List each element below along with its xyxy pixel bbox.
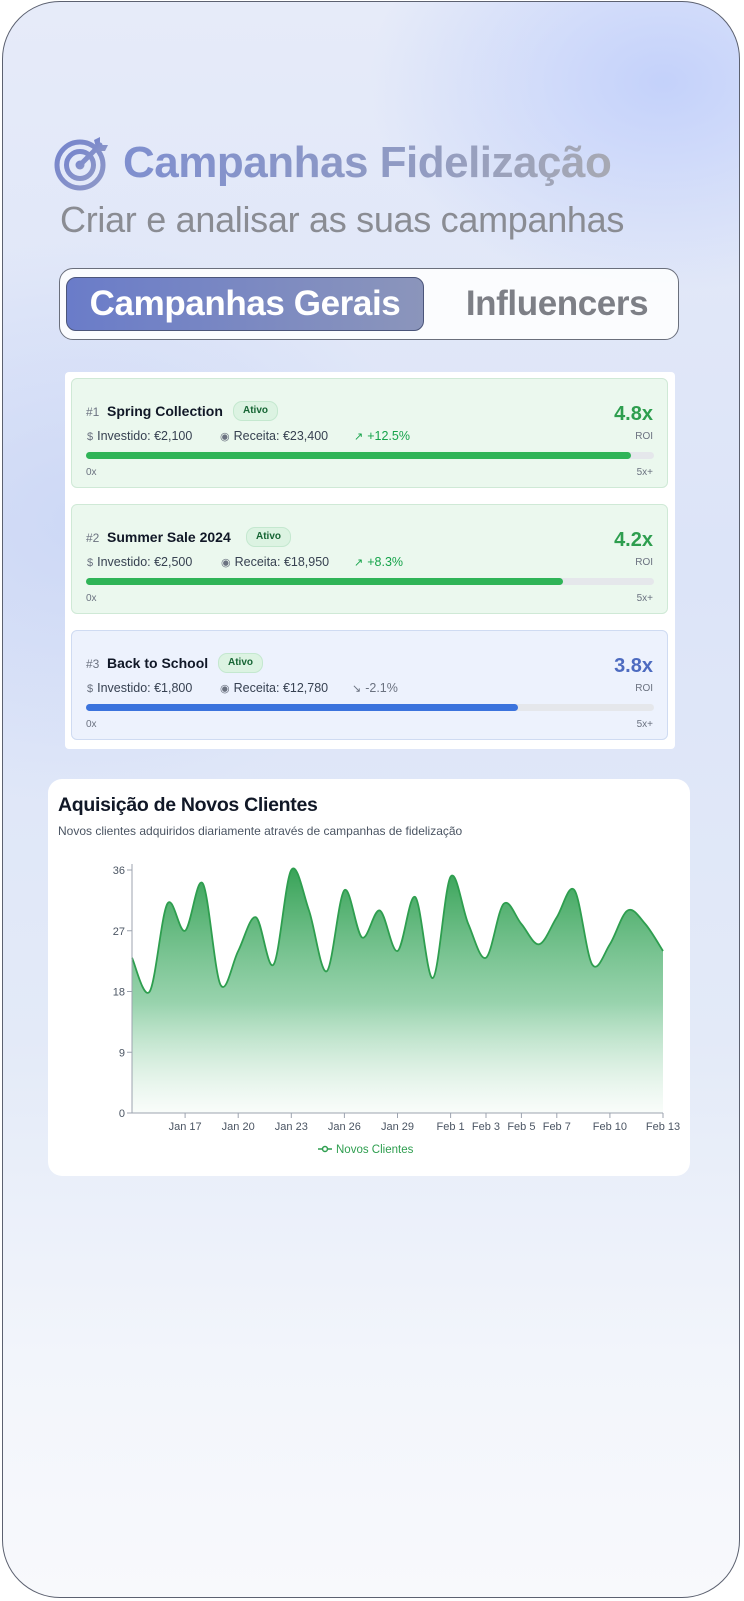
header: Campanhas Fidelização — [53, 130, 612, 196]
trend-up-icon: ↗ — [354, 431, 364, 443]
series-line-novos-clientes — [131, 867, 664, 994]
x-tick-label: Jan 26 — [328, 1121, 361, 1133]
roi-progress-fill — [86, 578, 564, 585]
trend-metric: ↘ -2.1% — [352, 681, 398, 695]
roi-value: 4.2x — [614, 529, 653, 551]
invested-value: Investido: €2,100 — [97, 429, 193, 443]
status-badge: Ativo — [233, 401, 278, 421]
x-tick-label: Jan 17 — [169, 1121, 202, 1133]
roi-progress-track — [86, 704, 654, 711]
invested-metric: $ Investido: €2,100 — [87, 429, 192, 443]
tab-influencers[interactable]: Influencers — [465, 284, 649, 323]
y-tick-label: 9 — [119, 1047, 125, 1059]
scale-min: 0x — [86, 593, 97, 604]
status-badge: Ativo — [218, 653, 263, 673]
roi-progress-fill — [86, 452, 632, 459]
target-icon — [54, 137, 108, 191]
scale-max: 5x+ — [636, 719, 653, 730]
page-subtitle: Criar e analisar as suas campanhas — [60, 199, 625, 240]
trend-metric: ↗ +8.3% — [354, 555, 403, 569]
roi-label: ROI — [635, 431, 653, 442]
revenue-value: Receita: €18,950 — [234, 555, 330, 569]
tab-bar: Campanhas Gerais Influencers — [59, 268, 679, 340]
legend-marker-icon — [321, 1145, 329, 1153]
campaign-name: Spring Collection — [107, 403, 223, 419]
dollar-icon: $ — [87, 557, 94, 569]
y-tick-label: 0 — [119, 1108, 125, 1120]
roi-value: 3.8x — [614, 655, 653, 677]
scale-max: 5x+ — [636, 467, 653, 478]
tab-campanhas-gerais[interactable]: Campanhas Gerais — [66, 277, 424, 331]
chart-area — [132, 868, 663, 1113]
campaign-card[interactable]: #3 Back to School Ativo $ Investido: €1,8… — [71, 630, 668, 740]
invested-value: Investido: €2,500 — [97, 555, 193, 569]
chart-subtitle: Novos clientes adquiridos diariamente at… — [58, 824, 463, 838]
campaign-rank: #1 — [86, 405, 100, 419]
trend-value: +8.3% — [367, 555, 404, 569]
invested-metric: $ Investido: €2,500 — [87, 555, 192, 569]
revenue-metric: ◉ Receita: €12,780 — [220, 681, 328, 695]
campaign-list: #1 Spring Collection Ativo $ Investido: €… — [65, 372, 675, 749]
invested-value: Investido: €1,800 — [97, 681, 193, 695]
trend-metric: ↗ +12.5% — [354, 429, 410, 443]
trend-up-icon: ↗ — [354, 557, 364, 569]
coin-icon: ◉ — [220, 431, 230, 443]
x-tick-label: Feb 7 — [543, 1121, 571, 1133]
trend-value: +12.5% — [367, 429, 410, 443]
x-tick-label: Feb 3 — [472, 1121, 500, 1133]
x-tick-label: Feb 5 — [507, 1121, 535, 1133]
x-tick-label: Feb 1 — [437, 1121, 465, 1133]
campaign-name: Summer Sale 2024 — [107, 529, 231, 545]
revenue-value: Receita: €12,780 — [233, 681, 329, 695]
y-tick-label: 36 — [113, 865, 125, 877]
page-title: Campanhas Fidelização — [123, 138, 612, 187]
roi-label: ROI — [635, 683, 653, 694]
scale-min: 0x — [86, 719, 97, 730]
invested-metric: $ Investido: €1,800 — [87, 681, 192, 695]
roi-progress-track — [86, 578, 654, 585]
area-chart: 0 9 18 27 36 Jan 17 Jan 20 Jan 23 Jan 26 Jan 29 Fe… — [113, 864, 680, 1156]
roi-progress-fill — [86, 704, 518, 711]
dollar-icon: $ — [87, 431, 94, 443]
acquisition-chart-card: Aquisição de Novos Clientes Novos client… — [48, 779, 690, 1176]
x-tick-label: Feb 13 — [646, 1121, 680, 1133]
campaign-rank: #3 — [86, 657, 100, 671]
revenue-value: Receita: €23,400 — [233, 429, 329, 443]
campaign-card[interactable]: #1 Spring Collection Ativo $ Investido: €… — [71, 378, 668, 488]
campaign-rank: #2 — [86, 531, 100, 545]
x-tick-label: Feb 10 — [593, 1121, 627, 1133]
revenue-metric: ◉ Receita: €23,400 — [220, 429, 328, 443]
legend-label: Novos Clientes — [336, 1144, 414, 1156]
dollar-icon: $ — [87, 683, 94, 695]
campaign-card[interactable]: #2 Summer Sale 2024 Ativo $ Investido: €2… — [71, 504, 668, 614]
status-badge: Ativo — [246, 527, 291, 547]
scale-min: 0x — [86, 467, 97, 478]
trend-down-icon: ↘ — [352, 683, 362, 695]
x-tick-label: Jan 23 — [275, 1121, 308, 1133]
coin-icon: ◉ — [221, 557, 231, 569]
campaign-name: Back to School — [107, 655, 209, 671]
scale-max: 5x+ — [636, 593, 653, 604]
x-tick-label: Jan 29 — [381, 1121, 414, 1133]
y-tick-label: 18 — [113, 987, 125, 999]
chart-title: Aquisição de Novos Clientes — [58, 794, 318, 816]
y-tick-label: 27 — [113, 926, 125, 938]
roi-progress-track — [86, 452, 654, 459]
trend-value: -2.1% — [365, 681, 398, 695]
roi-value: 4.8x — [614, 403, 653, 425]
coin-icon: ◉ — [220, 683, 230, 695]
x-tick-label: Jan 20 — [222, 1121, 255, 1133]
roi-label: ROI — [635, 557, 653, 568]
revenue-metric: ◉ Receita: €18,950 — [221, 555, 329, 569]
